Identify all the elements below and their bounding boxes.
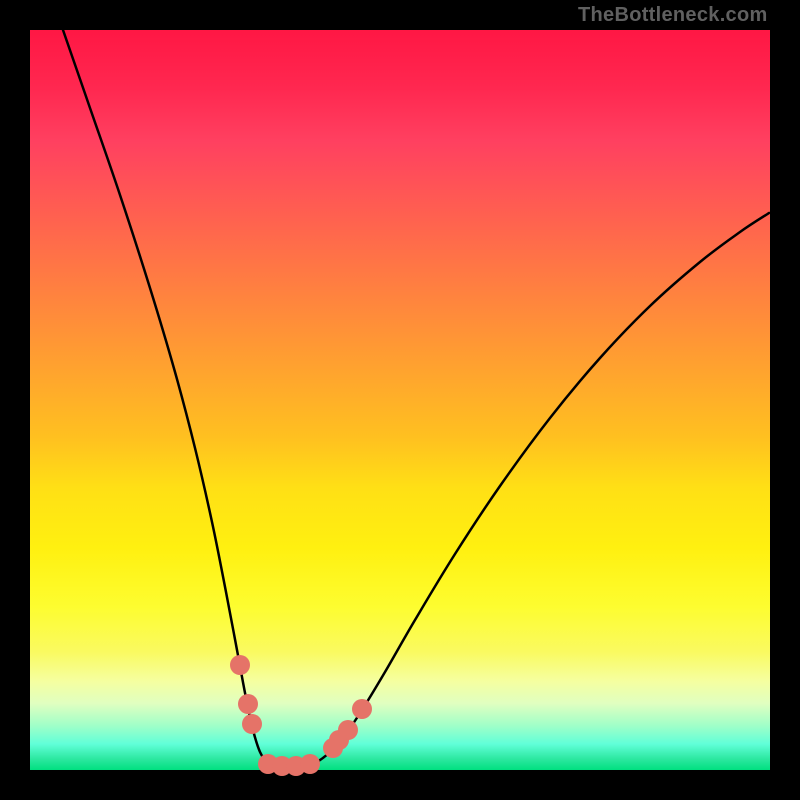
plot-gradient-area xyxy=(30,30,770,770)
watermark-text: TheBottleneck.com xyxy=(578,4,768,27)
chart-container: TheBottleneck.com xyxy=(0,0,800,800)
